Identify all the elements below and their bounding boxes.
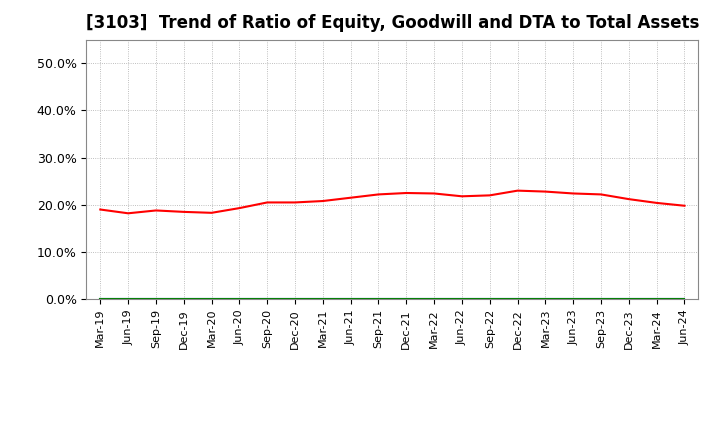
Goodwill: [402, 297, 410, 302]
Deferred Tax Assets: [96, 297, 104, 302]
Equity: [652, 200, 661, 205]
Equity: [513, 188, 522, 193]
Equity: [124, 211, 132, 216]
Equity: [346, 195, 355, 200]
Deferred Tax Assets: [291, 297, 300, 302]
Deferred Tax Assets: [346, 297, 355, 302]
Deferred Tax Assets: [263, 297, 271, 302]
Equity: [96, 207, 104, 212]
Goodwill: [152, 297, 161, 302]
Goodwill: [207, 297, 216, 302]
Equity: [318, 198, 327, 204]
Goodwill: [513, 297, 522, 302]
Equity: [624, 197, 633, 202]
Goodwill: [374, 297, 383, 302]
Goodwill: [541, 297, 550, 302]
Equity: [402, 191, 410, 196]
Equity: [485, 193, 494, 198]
Goodwill: [235, 297, 243, 302]
Equity: [569, 191, 577, 196]
Deferred Tax Assets: [318, 297, 327, 302]
Equity: [179, 209, 188, 215]
Goodwill: [458, 297, 467, 302]
Equity: [541, 189, 550, 194]
Equity: [291, 200, 300, 205]
Goodwill: [624, 297, 633, 302]
Equity: [152, 208, 161, 213]
Equity: [235, 205, 243, 211]
Title: [3103]  Trend of Ratio of Equity, Goodwill and DTA to Total Assets: [3103] Trend of Ratio of Equity, Goodwil…: [86, 15, 699, 33]
Deferred Tax Assets: [652, 297, 661, 302]
Goodwill: [569, 297, 577, 302]
Deferred Tax Assets: [569, 297, 577, 302]
Deferred Tax Assets: [152, 297, 161, 302]
Deferred Tax Assets: [179, 297, 188, 302]
Deferred Tax Assets: [485, 297, 494, 302]
Goodwill: [96, 297, 104, 302]
Goodwill: [652, 297, 661, 302]
Deferred Tax Assets: [680, 297, 689, 302]
Deferred Tax Assets: [597, 297, 606, 302]
Equity: [263, 200, 271, 205]
Goodwill: [485, 297, 494, 302]
Deferred Tax Assets: [458, 297, 467, 302]
Deferred Tax Assets: [235, 297, 243, 302]
Equity: [680, 203, 689, 209]
Goodwill: [346, 297, 355, 302]
Deferred Tax Assets: [430, 297, 438, 302]
Goodwill: [291, 297, 300, 302]
Equity: [458, 194, 467, 199]
Goodwill: [124, 297, 132, 302]
Deferred Tax Assets: [624, 297, 633, 302]
Line: Equity: Equity: [100, 191, 685, 213]
Deferred Tax Assets: [541, 297, 550, 302]
Deferred Tax Assets: [374, 297, 383, 302]
Goodwill: [263, 297, 271, 302]
Deferred Tax Assets: [124, 297, 132, 302]
Deferred Tax Assets: [402, 297, 410, 302]
Equity: [374, 192, 383, 197]
Goodwill: [179, 297, 188, 302]
Goodwill: [597, 297, 606, 302]
Deferred Tax Assets: [513, 297, 522, 302]
Equity: [207, 210, 216, 216]
Goodwill: [680, 297, 689, 302]
Equity: [430, 191, 438, 196]
Equity: [597, 192, 606, 197]
Deferred Tax Assets: [207, 297, 216, 302]
Goodwill: [430, 297, 438, 302]
Goodwill: [318, 297, 327, 302]
